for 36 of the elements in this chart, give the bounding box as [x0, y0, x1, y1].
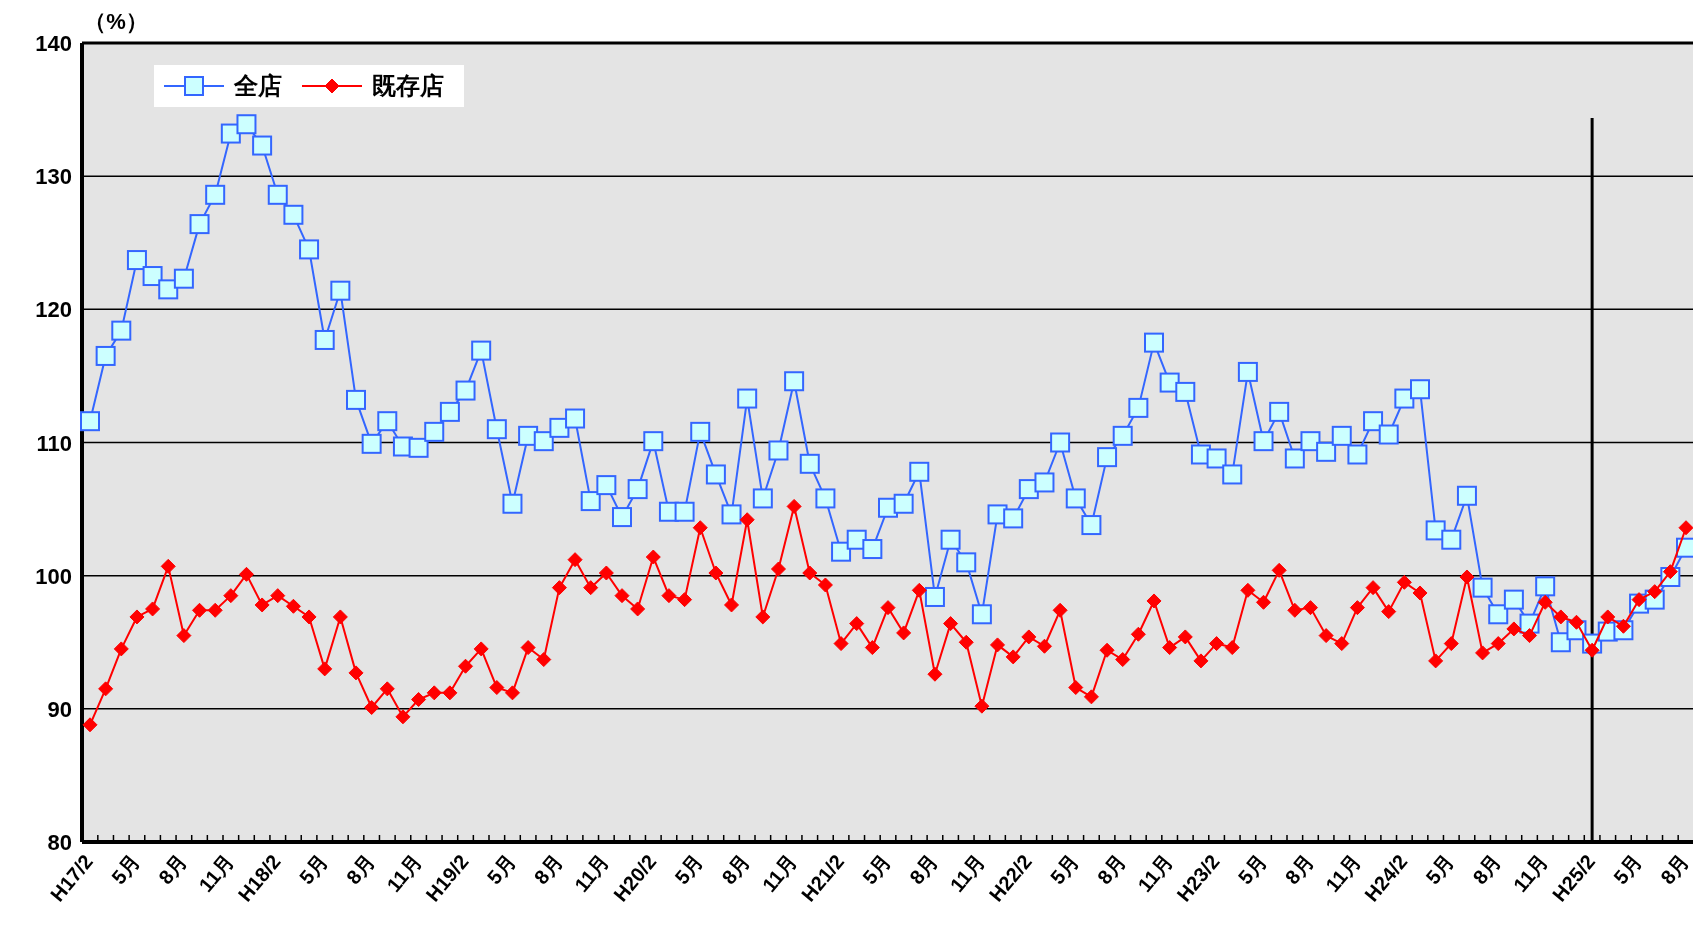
x-tick-label: 11月: [1133, 850, 1177, 897]
y-tick-label: 110: [36, 430, 72, 456]
x-tick-label: 8月: [717, 850, 755, 889]
x-tick-label: 8月: [1280, 850, 1318, 889]
x-tick-label: 11月: [570, 850, 614, 897]
x-tick-label: 8月: [1656, 850, 1693, 889]
y-tick-label: 100: [35, 563, 72, 589]
x-tick-label: 11月: [945, 850, 989, 897]
y-tick-label: 130: [35, 164, 72, 190]
x-tick-label: 5月: [482, 850, 520, 889]
x-tick-label: 5月: [107, 850, 145, 889]
y-tick-label: 90: [47, 696, 72, 722]
x-tick-label: 5月: [1421, 850, 1459, 889]
x-tick-label: 11月: [382, 850, 426, 897]
legend-label: 既存店: [372, 72, 444, 99]
x-tick-label: 5月: [294, 850, 332, 889]
x-tick-label: 8月: [529, 850, 567, 889]
x-tick-label: 5月: [1609, 850, 1647, 889]
legend-label: 全店: [233, 72, 282, 99]
x-tick-label: 8月: [341, 850, 379, 889]
x-tick-label: 5月: [1233, 850, 1271, 889]
x-tick-label: 11月: [1508, 850, 1553, 897]
x-tick-label: 5月: [858, 850, 896, 889]
x-tick-label: 8月: [154, 850, 191, 889]
x-tick-label: 11月: [1321, 850, 1365, 897]
y-tick-label: 120: [35, 297, 72, 323]
y-tick-label: 140: [35, 31, 72, 56]
y-tick-label: 80: [47, 830, 72, 855]
x-tick-label: 5月: [1045, 850, 1083, 889]
y-axis-title: （%）: [84, 9, 148, 34]
x-tick-label: 11月: [194, 850, 238, 897]
x-tick-label: 8月: [1468, 850, 1506, 889]
x-tick-label: 11月: [757, 850, 802, 897]
x-tick-label: 5月: [670, 850, 708, 889]
x-tick-label: 8月: [1092, 850, 1130, 889]
x-tick-label: 8月: [905, 850, 943, 889]
